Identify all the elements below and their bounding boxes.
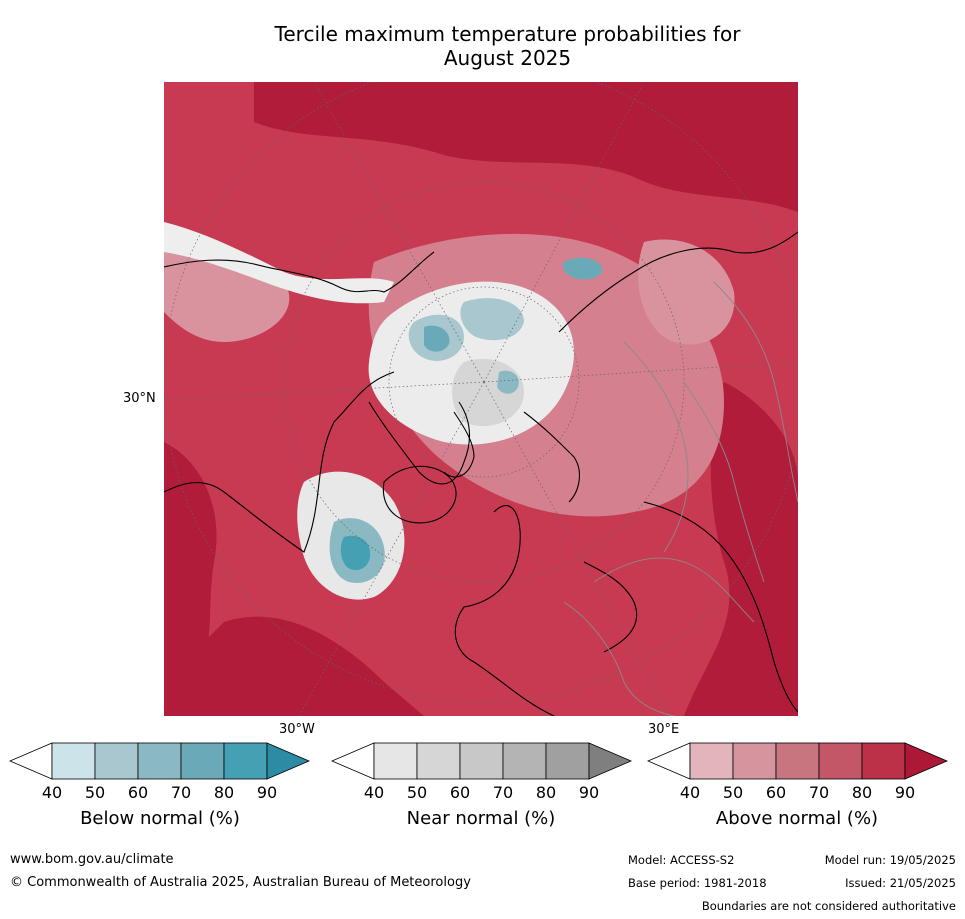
colorbar-right-extension	[904, 742, 949, 780]
map-title: Tercile maximum temperature probabilitie…	[165, 22, 850, 70]
below-normal-area-7	[497, 370, 519, 394]
title-line-1: Tercile maximum temperature probabilitie…	[274, 22, 741, 46]
copyright-text: © Commonwealth of Australia 2025, Austra…	[10, 875, 471, 890]
map-svg	[164, 82, 798, 716]
base-period: Base period: 1981-2018	[628, 876, 767, 890]
colorbar-bin	[373, 742, 418, 780]
colorbar-left-extension	[8, 742, 53, 780]
colorbar-tick-label: 70	[808, 783, 830, 802]
colorbar-tick-label: 80	[535, 783, 557, 802]
colorbar-tick-label: 40	[679, 783, 701, 802]
colorbar-bin	[416, 742, 461, 780]
colorbar-bin	[51, 742, 96, 780]
colorbar-above-normal	[646, 742, 949, 780]
colorbar-tick-label: 90	[256, 783, 278, 802]
colorbar-left-extension	[330, 742, 375, 780]
title-line-2: August 2025	[443, 46, 572, 70]
below-normal-area-3	[460, 298, 524, 341]
colorbar-tick-label: 60	[765, 783, 787, 802]
colorbar-bin	[818, 742, 863, 780]
below-normal-label: Below normal (%)	[80, 808, 240, 829]
model-name: Model: ACCESS-S2	[628, 853, 735, 867]
issued-date: Issued: 21/05/2025	[845, 876, 956, 890]
colorbar-bin	[775, 742, 820, 780]
colorbar-tick-label: 40	[363, 783, 385, 802]
dark-red-region-south	[164, 616, 424, 716]
colorbar-bin	[459, 742, 504, 780]
light-red-area-east	[638, 239, 735, 345]
colorbar-near-normal	[330, 742, 633, 780]
colorbar-left-extension	[646, 742, 691, 780]
website-link[interactable]: www.bom.gov.au/climate	[10, 852, 174, 867]
colorbar-tick-label: 60	[449, 783, 471, 802]
colorbar-tick-label: 60	[127, 783, 149, 802]
colorbar-tick-label: 70	[492, 783, 514, 802]
colorbar-below-normal-svg	[8, 742, 311, 780]
colorbar-near-normal-svg	[330, 742, 633, 780]
colorbar-tick-label: 40	[41, 783, 63, 802]
colorbar-tick-label: 50	[406, 783, 428, 802]
probability-map	[164, 82, 798, 716]
colorbar-below-normal	[8, 742, 311, 780]
below-normal-area-6	[562, 257, 603, 280]
coastlines	[164, 231, 798, 716]
below-normal-area-2	[424, 325, 450, 352]
colorbar-bin	[502, 742, 547, 780]
near-normal-label: Near normal (%)	[406, 808, 556, 829]
below-normal-area-5	[340, 535, 371, 571]
colorbar-bin	[137, 742, 182, 780]
colorbar-tick-label: 90	[578, 783, 600, 802]
colorbar-bin	[861, 742, 906, 780]
colorbar-tick-label: 80	[851, 783, 873, 802]
colorbar-right-extension	[588, 742, 633, 780]
colorbar-bin	[94, 742, 139, 780]
colorbar-right-extension	[266, 742, 311, 780]
colorbar-bin	[223, 742, 268, 780]
colorbar-tick-label: 50	[722, 783, 744, 802]
disclaimer-text: Boundaries are not considered authoritat…	[701, 899, 956, 913]
model-run-date: Model run: 19/05/2025	[824, 853, 956, 867]
colorbar-tick-label: 90	[894, 783, 916, 802]
colorbar-bin	[689, 742, 734, 780]
longitude-label-30e: 30°E	[648, 722, 680, 737]
northwest-white-streak	[164, 222, 394, 304]
colorbar-tick-label: 80	[213, 783, 235, 802]
longitude-label-30w: 30°W	[279, 722, 315, 737]
colorbar-tick-label: 50	[84, 783, 106, 802]
colorbar-bin	[180, 742, 225, 780]
above-normal-label: Above normal (%)	[715, 808, 879, 829]
dark-red-region-east	[684, 382, 798, 716]
country-borders	[563, 281, 798, 716]
colorbar-bin	[732, 742, 777, 780]
latitude-label-30n: 30°N	[123, 391, 156, 406]
dark-red-region-north	[254, 82, 798, 212]
colorbar-tick-label: 70	[170, 783, 192, 802]
colorbar-above-normal-svg	[646, 742, 949, 780]
colorbar-bin	[545, 742, 590, 780]
